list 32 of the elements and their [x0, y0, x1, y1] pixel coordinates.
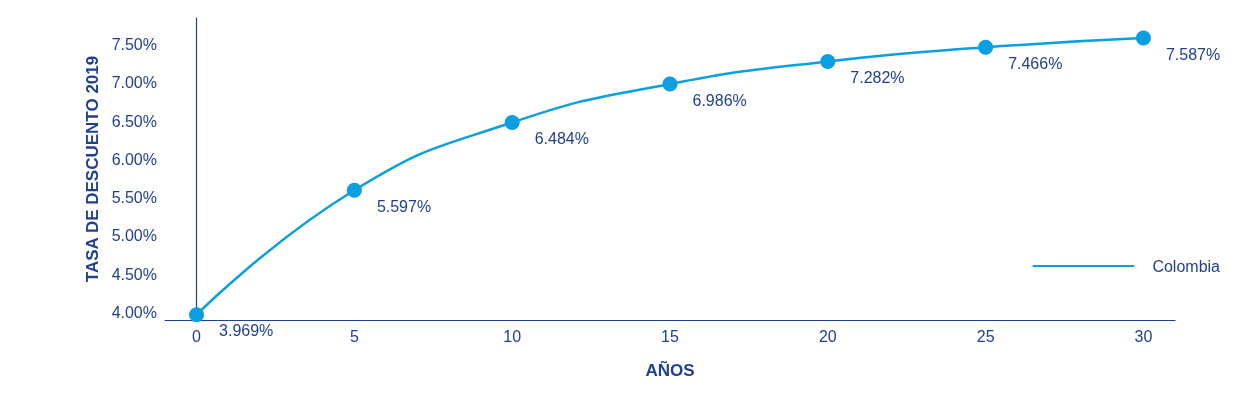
y-tick-label: 6.00% [111, 150, 157, 168]
point [1135, 30, 1151, 46]
y-tick-label: 5.50% [111, 189, 157, 207]
x-tick-label: 15 [661, 327, 679, 345]
y-axis-title: TASA DE DESCUENTO 2019 [82, 55, 102, 283]
data-label: 3.969% [219, 322, 274, 340]
point [820, 53, 836, 69]
x-tick-label: 5 [349, 327, 359, 345]
x-axis-title: AÑOS [645, 360, 695, 380]
point [662, 76, 678, 92]
point [978, 39, 994, 55]
text: Colombia [1152, 257, 1221, 275]
x-tick-label: 30 [1134, 327, 1153, 345]
y-tick-label: 4.00% [111, 303, 157, 321]
data-label: 6.986% [692, 91, 747, 109]
point [346, 182, 362, 198]
data-label: 5.597% [376, 197, 432, 215]
data-label: 7.282% [850, 68, 905, 86]
data-label: 7.466% [1008, 54, 1063, 72]
data-label: 6.484% [534, 129, 589, 147]
y-tick-label: 7.50% [111, 36, 157, 54]
x-tick-label: 25 [976, 327, 995, 345]
point [189, 307, 205, 323]
x-tick-label: 20 [818, 327, 837, 345]
y-tick-label: 4.50% [111, 265, 157, 283]
data-label: 7.587% [1165, 45, 1221, 63]
y-tick-label: 6.50% [111, 112, 157, 130]
point [504, 114, 520, 130]
y-tick-label: 7.00% [111, 74, 157, 92]
y-tick-label: 5.00% [111, 227, 157, 245]
x-tick-label: 0 [192, 327, 202, 345]
x-tick-label: 10 [503, 327, 522, 345]
